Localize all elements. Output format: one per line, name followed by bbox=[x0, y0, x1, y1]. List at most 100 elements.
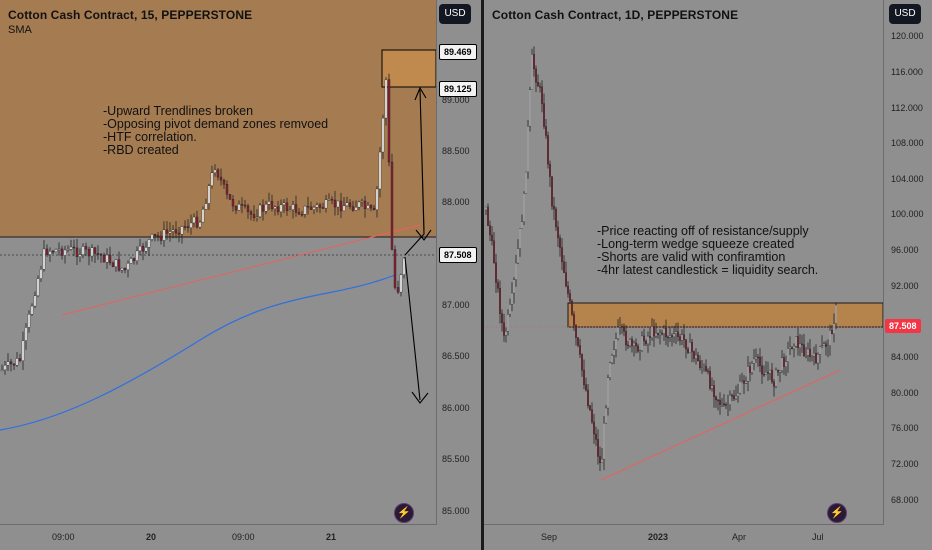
candle-body bbox=[485, 206, 487, 211]
candle-body bbox=[150, 233, 154, 240]
candle-body bbox=[597, 439, 599, 457]
currency-button[interactable]: USD bbox=[889, 4, 921, 24]
arrow-target-head bbox=[411, 391, 429, 404]
candle-body bbox=[635, 342, 637, 347]
candle-body bbox=[12, 363, 16, 366]
candle-body bbox=[48, 251, 52, 255]
candle-body bbox=[384, 79, 388, 119]
price-tick: 85.500 bbox=[442, 454, 470, 464]
candle-body bbox=[537, 82, 539, 87]
pane-divider[interactable] bbox=[481, 0, 484, 550]
chart-panel-15m[interactable]: Cotton Cash Contract, 15, PEPPERSTONE SM… bbox=[0, 0, 481, 550]
candle-body bbox=[695, 354, 697, 359]
time-axis[interactable]: 09:00 20 09:00 21 bbox=[0, 524, 436, 550]
note-line: -Shorts are valid with confiramtion bbox=[597, 250, 786, 264]
candle-body bbox=[681, 334, 683, 341]
candle-body bbox=[339, 200, 343, 212]
candle-body bbox=[189, 222, 193, 229]
candle-body bbox=[647, 335, 649, 345]
candle-body bbox=[781, 357, 783, 371]
candle-body bbox=[144, 247, 148, 252]
candle-body bbox=[114, 259, 118, 267]
candle-body bbox=[363, 200, 367, 209]
candle-body bbox=[555, 208, 557, 228]
candle-body bbox=[819, 346, 821, 355]
candle-body bbox=[252, 214, 256, 218]
candle-body bbox=[649, 335, 651, 338]
candle-body bbox=[324, 199, 328, 209]
time-label: 2023 bbox=[648, 532, 669, 542]
candle-body bbox=[39, 269, 43, 279]
candle-body bbox=[701, 367, 703, 369]
candle-body bbox=[45, 248, 49, 255]
resistance-zone bbox=[567, 302, 884, 328]
currency-button[interactable]: USD bbox=[439, 4, 471, 24]
candle-body bbox=[216, 169, 220, 178]
candle-body bbox=[267, 201, 271, 205]
chart-canvas-15m[interactable] bbox=[0, 0, 481, 550]
candle-body bbox=[198, 221, 202, 228]
candle-body bbox=[783, 357, 785, 367]
candle-body bbox=[503, 322, 505, 336]
candle-body bbox=[147, 239, 151, 248]
candle-body bbox=[655, 332, 657, 337]
candle-body bbox=[213, 169, 217, 173]
candle-body bbox=[27, 314, 31, 328]
candle-body bbox=[765, 371, 767, 375]
candle-body bbox=[96, 253, 100, 255]
candle-body bbox=[601, 458, 603, 464]
analysis-notes[interactable]: -Price reacting off of resistance/supply… bbox=[597, 225, 818, 277]
candle-body bbox=[505, 331, 507, 336]
price-tick: 86.000 bbox=[442, 403, 470, 413]
indicator-label-sma[interactable]: SMA bbox=[8, 24, 32, 36]
candle-body bbox=[629, 339, 631, 346]
candle-body bbox=[759, 357, 761, 366]
note-line: -Upward Trendlines broken bbox=[103, 104, 254, 118]
candle-body bbox=[517, 248, 519, 264]
candle-body bbox=[180, 226, 184, 235]
lightning-bolt-icon[interactable]: ⚡ bbox=[394, 503, 414, 523]
candle-body bbox=[345, 202, 349, 207]
candle-body bbox=[657, 332, 659, 336]
candle-body bbox=[577, 337, 579, 346]
price-tick: 112.000 bbox=[891, 103, 923, 113]
lightning-bolt-icon[interactable]: ⚡ bbox=[827, 503, 847, 523]
candle-body bbox=[75, 247, 79, 257]
price-tag-zone-top: 89.469 bbox=[439, 44, 477, 60]
chart-panel-1d[interactable]: Cotton Cash Contract, 1D, PEPPERSTONE US… bbox=[484, 0, 932, 550]
candle-body bbox=[276, 206, 280, 213]
candle-body bbox=[186, 226, 190, 229]
candle-body bbox=[691, 342, 693, 352]
time-label: 09:00 bbox=[52, 532, 75, 542]
price-axis[interactable]: 89.000 88.500 88.000 87.000 86.500 86.00… bbox=[436, 0, 481, 525]
candle-body bbox=[192, 216, 196, 224]
time-label: 09:00 bbox=[232, 532, 255, 542]
note-line: -Opposing pivot demand zones remvoed bbox=[103, 117, 329, 131]
candle-body bbox=[63, 249, 67, 256]
chart-title: Cotton Cash Contract, 15, PEPPERSTONE bbox=[8, 8, 253, 22]
candle-body bbox=[195, 216, 199, 228]
candle-body bbox=[69, 246, 73, 250]
candle-body bbox=[165, 229, 169, 234]
supply-zone bbox=[0, 0, 436, 237]
candle-body bbox=[291, 204, 295, 210]
candle-body bbox=[207, 185, 211, 204]
candle-body bbox=[246, 205, 250, 212]
analysis-notes[interactable]: -Upward Trendlines broken -Opposing pivo… bbox=[103, 105, 328, 157]
candle-body bbox=[135, 250, 139, 261]
candle-body bbox=[509, 304, 511, 315]
price-axis[interactable]: 120.000 116.000 112.000 108.000 104.000 … bbox=[883, 0, 932, 525]
candle-body bbox=[685, 339, 687, 350]
candle-body bbox=[102, 255, 106, 263]
note-line: -4hr latest candlestick = liquidity sear… bbox=[597, 263, 819, 277]
candle-body bbox=[741, 380, 743, 382]
time-axis[interactable]: Sep 2023 Apr Jul bbox=[484, 524, 883, 550]
candle-body bbox=[171, 229, 175, 232]
candle-body bbox=[129, 258, 133, 264]
price-tick: 116.000 bbox=[891, 67, 923, 77]
candle-body bbox=[739, 381, 741, 394]
candle-body bbox=[312, 207, 316, 210]
chart-canvas-1d[interactable] bbox=[484, 0, 932, 550]
candle-body bbox=[755, 356, 757, 360]
candle-body bbox=[531, 54, 533, 90]
